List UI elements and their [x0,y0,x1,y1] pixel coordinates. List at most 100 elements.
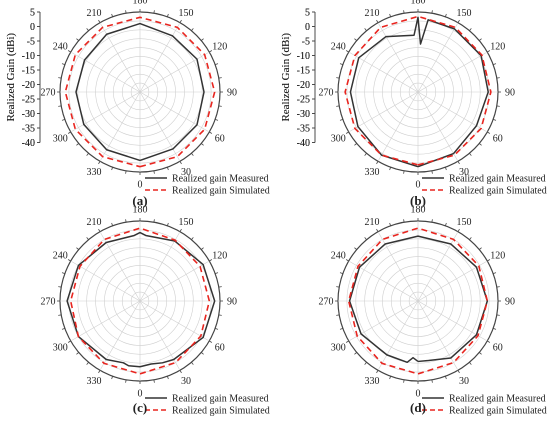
angle-label: 270 [41,88,56,99]
angle-tick-mark [339,63,343,66]
angle-tick-mark [403,219,405,223]
grid-spoke [70,300,141,342]
radial-tick-label: -10 [22,51,35,62]
angle-tick-mark [376,19,379,23]
angle-label: 210 [87,8,102,19]
angle-tick-mark [76,143,79,146]
radial-tick-label: -30 [297,109,310,120]
y-axis-label: Realized Gain (dBi) [5,33,17,122]
radial-tick-label: -35 [297,124,310,135]
grid-spoke [70,51,141,93]
angle-tick-mark [215,63,219,66]
angle-label: 90 [227,297,237,308]
legend-label: Realized gain Simulated [172,406,270,417]
angle-label: 330 [365,167,380,178]
angle-label: 60 [493,134,503,145]
angle-tick-mark [431,379,433,383]
radial-tick-label: -40 [22,138,35,149]
angle-label: 30 [181,167,191,178]
angle-tick-mark [479,143,482,146]
angle-label: 270 [319,297,334,308]
legend-label: Realized gain Simulated [172,186,270,197]
radial-tick-label: -30 [297,109,310,120]
radial-tick-label: -10 [22,51,35,62]
angle-tick-mark [479,38,482,41]
panel-caption: (b) [410,193,426,208]
grid-spoke [70,91,141,133]
radial-tick-label: -20 [22,80,35,91]
angle-tick-mark [354,38,357,41]
angle-label: 240 [53,42,68,53]
angle-tick-mark [215,272,219,275]
angle-tick-mark [469,153,472,156]
legend-label: Realized gain Simulated [449,186,547,197]
angle-label: 90 [505,297,515,308]
angle-tick-mark [67,50,71,53]
panel-caption: (a) [132,193,147,208]
grid-spoke [417,231,459,302]
angle-tick-mark [98,370,101,374]
angle-tick-mark [179,19,182,23]
angle-tick-mark [191,362,194,365]
series-simulated-line [344,15,492,166]
angle-tick-mark [218,314,222,316]
radial-tick-label: -10 [297,51,310,62]
angle-tick-mark [487,131,491,134]
angle-label: 150 [179,217,194,228]
angle-tick-mark [389,376,392,380]
angle-tick-mark [61,327,65,330]
radial-tick-label: -5 [27,37,35,48]
radial-tick-label: -5 [302,37,310,48]
angle-label: 240 [331,42,346,53]
angle-tick-mark [86,362,89,365]
angle-tick-mark [336,77,340,79]
angle-label: 150 [457,8,472,19]
radial-tick-label: -10 [297,51,310,62]
polar-panel-3: 030609012015018021024027030033050-5-10-1… [5,8,270,417]
angle-tick-mark [444,376,447,380]
radial-tick-label: 0 [305,22,310,33]
angle-label: 270 [41,297,56,308]
angle-tick-mark [345,131,349,134]
grid-spoke [139,231,181,302]
angle-tick-mark [345,340,349,343]
angle-tick-mark [76,247,79,250]
angle-label: 210 [87,217,102,228]
angle-tick-mark [431,170,433,174]
polar-panel-4: 030609012015018021024027030033050-5-10-1… [280,8,547,417]
angle-tick-mark [191,28,194,31]
grid-spoke [139,300,181,371]
angle-tick-mark [209,131,213,134]
angle-tick-mark [354,143,357,146]
angle-tick-mark [457,161,460,165]
angle-tick-mark [364,28,367,31]
angle-tick-mark [86,153,89,156]
grid-spoke [139,22,181,93]
radial-axis: 5 0 -5 -10 -15 -20 -25 -30 -35 -40 [297,8,316,149]
angle-tick-mark [67,259,71,262]
angle-label: 150 [457,217,472,228]
angle-tick-mark [58,105,62,107]
angle-tick-mark [67,340,71,343]
angle-tick-mark [493,272,497,275]
legend-label: Realized gain Measured [449,394,546,405]
angle-tick-mark [191,237,194,240]
radial-tick-label: -35 [22,124,35,135]
angle-tick-mark [354,247,357,250]
angle-tick-mark [218,105,222,107]
grid-spoke [417,91,488,133]
angle-tick-mark [153,10,155,14]
angle-label: 330 [87,167,102,178]
angle-label: 300 [331,134,346,145]
angle-tick-mark [201,352,204,355]
polar-panel-1: 0 30 60 90 120 150 180 210 240 270 300 330 5 0 -5 -10 -1… [5,0,270,208]
series-simulated-line [347,227,489,375]
angle-tick-mark [493,327,497,330]
grid-spoke [99,231,141,302]
y-axis-label: Realized Gain (dBi) [280,33,292,122]
angle-tick-mark [487,340,491,343]
angle-tick-mark [336,286,340,288]
angle-label: 0 [138,389,143,400]
